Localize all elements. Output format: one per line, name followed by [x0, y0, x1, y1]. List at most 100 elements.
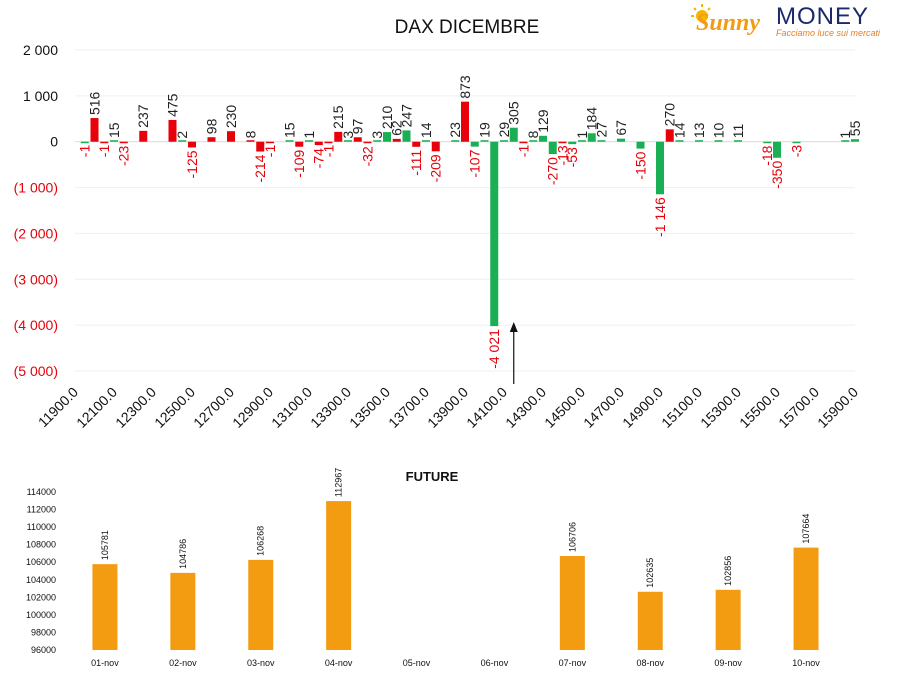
dax-y-tick-label: (2 000)	[14, 225, 58, 241]
dax-data-label: 210	[379, 106, 395, 130]
dax-data-label: -1	[516, 145, 532, 158]
dax-x-tick-label: 13700.0	[385, 384, 432, 431]
dax-bar	[402, 130, 411, 142]
dax-data-label: -1	[77, 145, 93, 158]
dax-bar	[451, 140, 460, 142]
future-x-tick-label: 07-nov	[559, 658, 587, 668]
dax-data-label: 215	[330, 105, 346, 129]
dax-bar	[470, 141, 479, 147]
dax-y-tick-label: 2 000	[23, 42, 58, 58]
future-y-tick-label: 96000	[31, 645, 56, 655]
dax-bar	[587, 133, 596, 142]
dax-bar	[246, 140, 255, 142]
dax-bar	[207, 137, 216, 142]
future-data-labels: 105781 104786 106268 112967 106706 102635 1028…	[100, 468, 811, 588]
future-bars	[92, 501, 819, 650]
dax-bar	[665, 129, 674, 142]
dax-bar	[792, 141, 801, 144]
dax-y-tick-label: (4 000)	[14, 317, 58, 333]
future-bar	[715, 589, 741, 650]
dax-data-label: 129	[535, 109, 551, 133]
dax-data-label: -1	[262, 145, 278, 158]
future-y-tick-label: 98000	[31, 627, 56, 637]
dax-x-tick-label: 15500.0	[736, 384, 783, 431]
dax-bar	[851, 139, 859, 142]
dax-bar	[695, 140, 703, 142]
dax-x-tick-label: 14700.0	[580, 384, 627, 431]
dax-data-label: 98	[204, 118, 220, 134]
dax-x-tick-label: 13100.0	[268, 384, 315, 431]
dax-data-label: 1	[837, 131, 853, 139]
dax-data-label: 10	[711, 122, 727, 138]
dax-x-tick-label: 12500.0	[151, 384, 198, 431]
dax-bar	[256, 141, 265, 152]
dax-gridlines	[75, 49, 855, 372]
dax-data-label: 15	[106, 122, 122, 138]
dax-bar	[431, 141, 440, 152]
dax-data-label: 8	[525, 130, 541, 138]
future-x-tick-label: 05-nov	[403, 658, 431, 668]
dax-data-label: 23	[447, 122, 463, 138]
dax-bar	[763, 141, 772, 144]
dax-bar	[548, 141, 557, 155]
dax-x-tick-label: 12300.0	[112, 384, 159, 431]
future-x-tick-label: 04-nov	[325, 658, 353, 668]
dax-data-label: 184	[584, 107, 600, 131]
future-bar	[559, 556, 585, 650]
future-y-tick-label: 106000	[26, 557, 56, 567]
dax-bar	[383, 132, 391, 142]
future-y-tick-label: 104000	[26, 575, 56, 585]
dax-data-label: 305	[506, 101, 522, 125]
dax-bar	[178, 140, 187, 142]
dax-bar	[656, 141, 664, 195]
dax-data-label: 2	[174, 131, 190, 139]
dax-bar	[568, 141, 577, 145]
dax-data-label: 3	[340, 131, 356, 139]
dax-bar	[500, 140, 508, 142]
dax-x-tick-label: 14100.0	[463, 384, 510, 431]
dax-data-label: 1	[574, 131, 590, 139]
future-x-tick-label: 01-nov	[91, 658, 119, 668]
dax-data-label: -74	[311, 148, 327, 168]
dax-x-tick-label: 13300.0	[307, 384, 354, 431]
dax-bar	[597, 140, 606, 142]
dax-bar	[80, 141, 89, 144]
dax-data-label: -214	[252, 154, 268, 182]
dax-data-label: 62	[389, 120, 405, 136]
future-x-tick-label: 08-nov	[636, 658, 664, 668]
dax-data-label: -13	[555, 145, 571, 165]
future-x-tick-label: 06-nov	[481, 658, 509, 668]
dax-data-label: -3	[789, 145, 805, 158]
dax-bar	[734, 140, 742, 142]
dax-data-label: 1	[301, 131, 317, 139]
dax-x-tick-label: 13900.0	[424, 384, 471, 431]
future-x-tick-label: 02-nov	[169, 658, 197, 668]
dax-bar	[266, 141, 274, 144]
future-data-label: 106268	[256, 526, 266, 556]
dax-x-axis: 11900.012100.012300.012500.012700.012900…	[35, 384, 862, 431]
dax-x-tick-label: 14500.0	[541, 384, 588, 431]
future-data-label: 104786	[178, 539, 188, 569]
dax-bar	[344, 140, 352, 142]
future-x-tick-label: 09-nov	[714, 658, 742, 668]
dax-bar	[305, 140, 313, 142]
future-y-tick-label: 108000	[26, 540, 56, 550]
dax-data-label: 14	[672, 122, 688, 138]
dax-x-tick-label: 12700.0	[190, 384, 237, 431]
dax-bar	[139, 130, 148, 142]
future-data-label: 106706	[567, 522, 577, 552]
dax-data-label: -125	[184, 150, 200, 178]
dax-y-tick-label: (3 000)	[14, 271, 58, 287]
dax-x-tick-label: 14300.0	[502, 384, 549, 431]
future-bar	[92, 564, 118, 650]
dax-data-label: -270	[545, 157, 561, 185]
dax-bar	[578, 140, 586, 142]
dax-y-axis: 2 000 1 000 0 (1 000) (2 000) (3 000) (4 000) (…	[14, 42, 59, 379]
dax-x-tick-label: 13500.0	[346, 384, 393, 431]
dax-x-tick-label: 12100.0	[73, 384, 120, 431]
dax-y-tick-label: 0	[50, 134, 58, 150]
dax-data-label: 247	[399, 104, 415, 128]
dax-data-label: 29	[496, 122, 512, 138]
dax-bar	[373, 140, 382, 142]
